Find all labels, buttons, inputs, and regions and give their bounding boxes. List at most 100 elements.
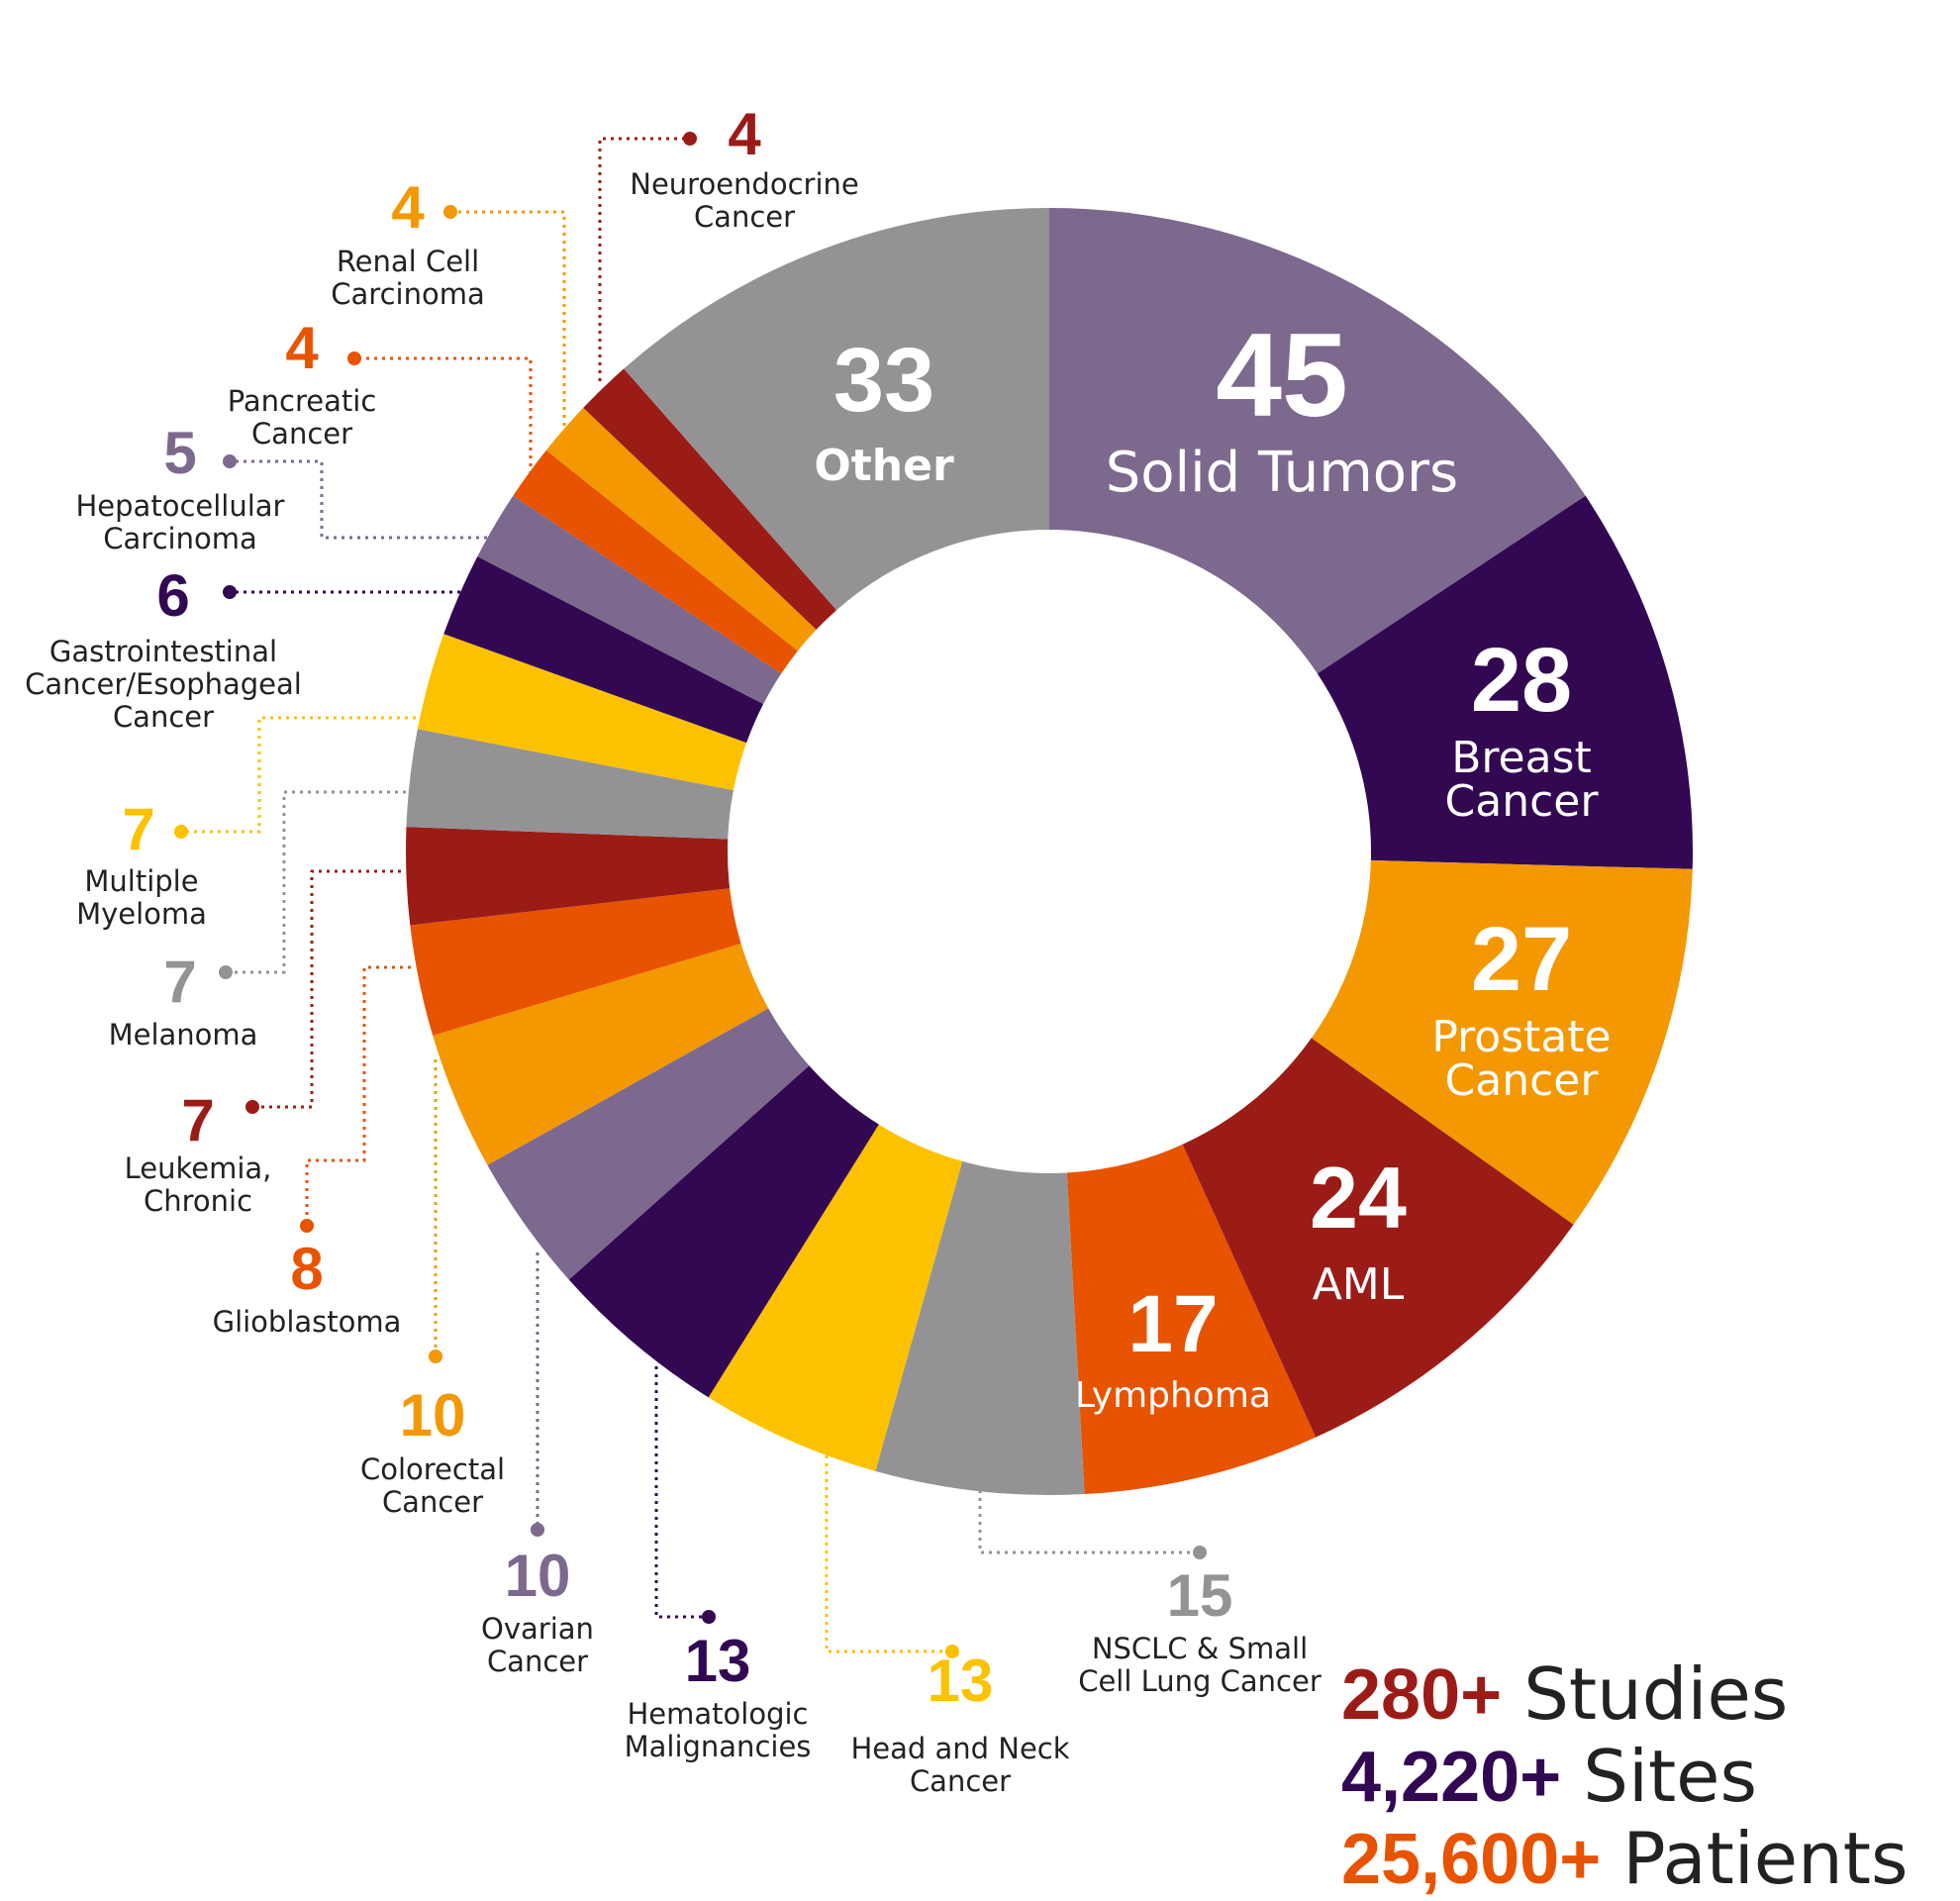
leader-lines (174, 132, 1207, 1658)
leader-line-neuroendocrine-cancer (598, 137, 690, 381)
outside-text: Malignancies (625, 1730, 812, 1763)
leader-line-hematologic-malignancies (654, 1366, 709, 1619)
slice-breast-cancer (1317, 495, 1693, 869)
outside-text: Leukemia, (125, 1151, 272, 1185)
inside-text: AML (1313, 1259, 1405, 1310)
outside-text: NSCLC & Small (1092, 1632, 1308, 1665)
outside-text: Glioblastoma (213, 1305, 402, 1339)
leader-line-renal-cell-carcinoma (450, 210, 566, 426)
outside-text: Cancer/Esophageal (25, 667, 302, 701)
inside-text: Solid Tumors (1106, 441, 1458, 505)
outside-value: 10 (505, 1543, 571, 1609)
slice-solid-tumors (1049, 208, 1586, 674)
leader-dot-colorectal-cancer (429, 1350, 442, 1363)
outside-value: 4 (391, 174, 425, 241)
slice-nsclc-small-cell-lung-cancer (875, 1160, 1085, 1496)
leader-dot-pancreatic-cancer (347, 351, 361, 365)
leader-dot-hematologic-malignancies (702, 1610, 716, 1624)
leader-dot-nsclc-small-cell-lung-cancer (1193, 1546, 1207, 1559)
outside-text: Cancer (382, 1485, 483, 1519)
slice-gastrointestinal-cancer-esophageal-cancer (443, 556, 764, 744)
inside-text: Cancer (1445, 1055, 1600, 1106)
leader-line-pancreatic-cancer (354, 356, 533, 482)
outside-value: 10 (400, 1382, 466, 1449)
slice-head-and-neck-cancer (708, 1124, 963, 1471)
donut-segments (406, 208, 1693, 1496)
summary-stats: 280+ Studies 4,220+ Sites 25,600+ Patients (1341, 1653, 1908, 1900)
slice-lymphoma (1066, 1144, 1317, 1495)
outside-text: Chronic (144, 1184, 252, 1218)
outside-value: 8 (290, 1236, 323, 1302)
leader-line-hepatocellular-carcinoma (230, 459, 487, 540)
leader-dot-hepatocellular-carcinoma (223, 454, 237, 468)
outside-text: Cell Lung Cancer (1078, 1664, 1322, 1698)
outside-value: 7 (181, 1087, 214, 1153)
leader-line-nsclc-small-cell-lung-cancer (978, 1490, 1200, 1554)
outside-value: 7 (122, 796, 154, 862)
outside-text: Hepatocellular (76, 489, 285, 523)
leader-line-glioblastoma (305, 965, 411, 1226)
stat-label: Studies (1523, 1652, 1789, 1736)
leader-line-head-and-neck-cancer (825, 1455, 952, 1653)
stat-label: Patients (1622, 1817, 1909, 1900)
leader-dot-gastrointestinal-cancer-esophageal-cancer (223, 585, 237, 599)
inside-label-lymphoma: 17 Lymphoma (1075, 1279, 1271, 1416)
outside-text: Gastrointestinal (49, 635, 277, 668)
stat-value: 25,600+ (1341, 1820, 1602, 1899)
leader-dot-renal-cell-carcinoma (443, 205, 457, 219)
outside-value: 4 (285, 315, 319, 381)
leader-dot-melanoma (219, 965, 233, 979)
slice-ovarian-cancer (487, 1008, 810, 1280)
stat-sites: 4,220+ Sites (1341, 1736, 1908, 1818)
slice-pancreatic-cancer (513, 450, 798, 674)
outside-text: Carcinoma (331, 277, 484, 311)
leader-dot-ovarian-cancer (531, 1523, 544, 1537)
leader-line-melanoma (226, 790, 406, 974)
slice-melanoma (406, 729, 734, 840)
slice-hepatocellular-carcinoma (477, 495, 782, 705)
slice-aml (1182, 1038, 1574, 1438)
slice-colorectal-cancer (433, 943, 769, 1165)
outside-text: Ovarian (481, 1612, 594, 1646)
outside-text: Head and Neck (850, 1732, 1069, 1765)
outside-text: Cancer (487, 1645, 588, 1678)
outside-value: 15 (1167, 1562, 1233, 1629)
stat-studies: 280+ Studies (1341, 1653, 1908, 1736)
leader-dot-glioblastoma (300, 1219, 314, 1233)
inside-label-other: 33 Other (814, 330, 954, 491)
slice-neuroendocrine-cancer (583, 368, 837, 630)
slice-other (624, 208, 1049, 611)
leader-dot-leukemia-chronic (245, 1100, 259, 1114)
slice-glioblastoma (410, 888, 741, 1036)
outside-text: Renal Cell (337, 245, 479, 278)
outside-text: Carcinoma (103, 522, 256, 555)
slice-prostate-cancer (1311, 859, 1693, 1225)
outside-text: Myeloma (76, 897, 207, 931)
outside-text: Melanoma (109, 1018, 258, 1051)
slice-renal-cell-carcinoma (545, 407, 817, 651)
leader-line-multiple-myeloma (181, 716, 416, 834)
outside-text: Neuroendocrine (630, 167, 858, 201)
inside-value: 24 (1310, 1149, 1407, 1247)
stat-value: 280+ (1341, 1655, 1503, 1735)
slice-multiple-myeloma (417, 634, 747, 791)
stat-label: Sites (1583, 1735, 1757, 1818)
slice-leukemia-chronic (406, 827, 731, 926)
outside-value: 7 (163, 949, 196, 1015)
inside-text: Prostate (1431, 1012, 1611, 1062)
outside-text: Cancer (251, 417, 352, 450)
outside-text: Colorectal (360, 1452, 505, 1486)
outside-text: Cancer (910, 1764, 1011, 1798)
inside-text: Breast (1451, 733, 1592, 783)
